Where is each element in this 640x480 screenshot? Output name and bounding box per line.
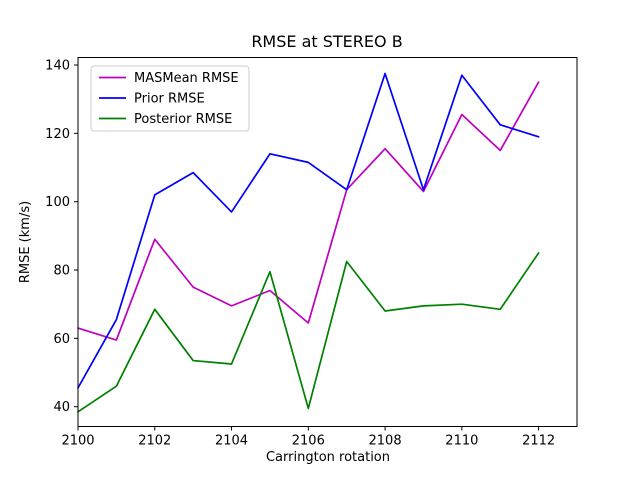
y-tick-label: 40 bbox=[53, 400, 70, 415]
x-axis-label: Carrington rotation bbox=[266, 450, 390, 465]
x-axis-ticks: 2100 2102 2104 2106 2108 2110 2112 bbox=[61, 426, 555, 449]
y-tick-label: 80 bbox=[53, 264, 70, 279]
legend-item-label: Prior RMSE bbox=[134, 92, 205, 107]
y-axis-ticks: 40 60 80 100 120 140 bbox=[45, 59, 78, 415]
legend-frame bbox=[90, 65, 250, 132]
legend: MASMean RMSE Prior RMSE Posterior RMSE bbox=[90, 65, 250, 132]
y-tick-label: 60 bbox=[53, 332, 70, 347]
legend-item-label: Posterior RMSE bbox=[134, 112, 232, 127]
y-axis-label: RMSE (km/s) bbox=[18, 201, 33, 283]
x-tick-label: 2102 bbox=[138, 434, 171, 449]
x-tick-label: 2106 bbox=[292, 434, 325, 449]
series-group bbox=[77, 72, 540, 413]
series-line-masmean-rmse bbox=[77, 81, 540, 341]
series-line-prior-rmse bbox=[77, 72, 540, 389]
x-tick-label: 2104 bbox=[215, 434, 248, 449]
legend-item-label: MASMean RMSE bbox=[134, 71, 239, 86]
plot-area-border bbox=[77, 57, 578, 427]
y-tick-label: 100 bbox=[45, 195, 70, 210]
x-tick-label: 2100 bbox=[61, 434, 94, 449]
y-tick-label: 120 bbox=[45, 127, 70, 142]
chart-title: RMSE at STEREO B bbox=[251, 32, 402, 51]
x-tick-label: 2110 bbox=[445, 434, 478, 449]
y-tick-label: 140 bbox=[45, 59, 70, 74]
x-tick-label: 2112 bbox=[522, 434, 555, 449]
x-tick-label: 2108 bbox=[369, 434, 402, 449]
series-line-posterior-rmse bbox=[77, 252, 540, 413]
